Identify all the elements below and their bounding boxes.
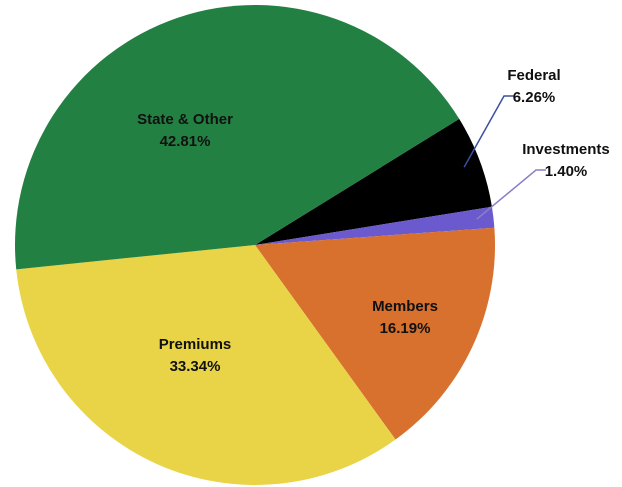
slice-value-label: 6.26% (513, 89, 556, 106)
pie-slice (16, 245, 396, 486)
slice-value-label: 33.34% (170, 358, 221, 375)
pie-slice (255, 227, 495, 440)
pie-slice (255, 206, 495, 245)
slice-label: Members (372, 298, 438, 315)
slice-label: State & Other (137, 111, 233, 128)
leader-line (476, 169, 546, 220)
slice-label: Federal (507, 67, 560, 84)
slice-label: Investments (522, 141, 610, 158)
slice-value-label: 42.81% (160, 133, 211, 150)
slice-label: Premiums (159, 336, 232, 353)
slice-value-label: 16.19% (380, 320, 431, 337)
pie-slice (255, 118, 492, 245)
slice-value-label: 1.40% (545, 163, 588, 180)
leader-line (463, 95, 514, 168)
pie-slice (14, 4, 460, 270)
